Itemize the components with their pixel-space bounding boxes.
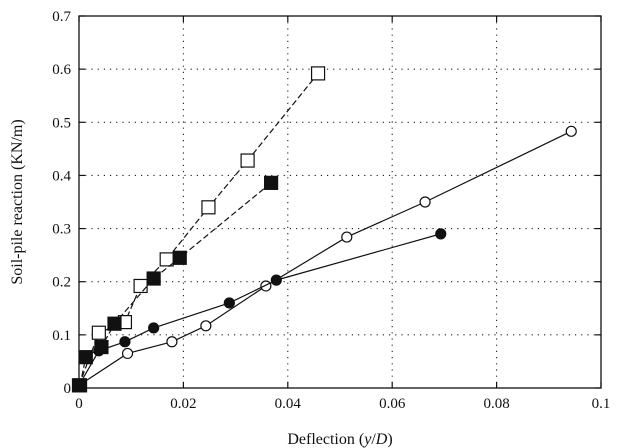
y-tick-label: 0.6 [52, 62, 71, 78]
series-3-point [435, 228, 447, 240]
series-0-point [201, 200, 216, 215]
x-tick-label: 0 [75, 396, 83, 412]
y-tick-label: 0.3 [52, 222, 71, 238]
series-3-point [148, 322, 160, 334]
series-3-point [119, 336, 131, 348]
x-tick-label: 0.1 [592, 396, 611, 412]
x-tick-label: 0.08 [483, 396, 509, 412]
series-3-point [93, 345, 105, 357]
tick-labels: 0 0.02 0.04 0.06 0.08 0.1 0 0.1 0.2 0.3 0.4 0.5 0.6 0… [52, 9, 610, 412]
x-axis-title: Deflection (y/D) [287, 431, 392, 448]
series-2-point [200, 320, 212, 332]
series-3-filled-circle [73, 228, 447, 391]
y-axis-title: Soil-pile reaction (KN/m) [9, 119, 26, 284]
series-1-point [78, 350, 93, 365]
x-tick-label: 0.02 [170, 396, 196, 412]
series-1-point [146, 271, 161, 286]
y-tick-label: 0.7 [52, 9, 71, 25]
tick-marks [78, 15, 602, 389]
series-2-point [565, 125, 577, 137]
y-tick-label: 0.5 [52, 115, 71, 131]
series-0-point [310, 66, 326, 81]
series-3-point [270, 274, 282, 286]
x-tick-label: 0.06 [379, 396, 406, 412]
series-2-point [166, 336, 178, 348]
series-1-point [263, 175, 279, 190]
series-0-point [240, 153, 255, 168]
series-2-line [78, 130, 572, 386]
series-2-point [121, 347, 134, 360]
series-2-point [341, 231, 353, 243]
y-tick-label: 0.4 [52, 168, 71, 184]
series-0-point [133, 278, 148, 294]
series-2-point [419, 196, 431, 208]
grid-lines [79, 16, 601, 388]
series-3-point [223, 297, 235, 309]
y-tick-label: 0.2 [52, 275, 71, 291]
y-tick-label: 0.1 [52, 328, 71, 344]
series-1-point [107, 316, 122, 331]
plot-frame [78, 15, 602, 389]
series-1-point [172, 250, 187, 265]
series-0-point [91, 325, 106, 340]
y-tick-label: 0 [64, 381, 72, 397]
series-2-point [260, 280, 272, 292]
x-tick-label: 0.04 [275, 396, 302, 412]
